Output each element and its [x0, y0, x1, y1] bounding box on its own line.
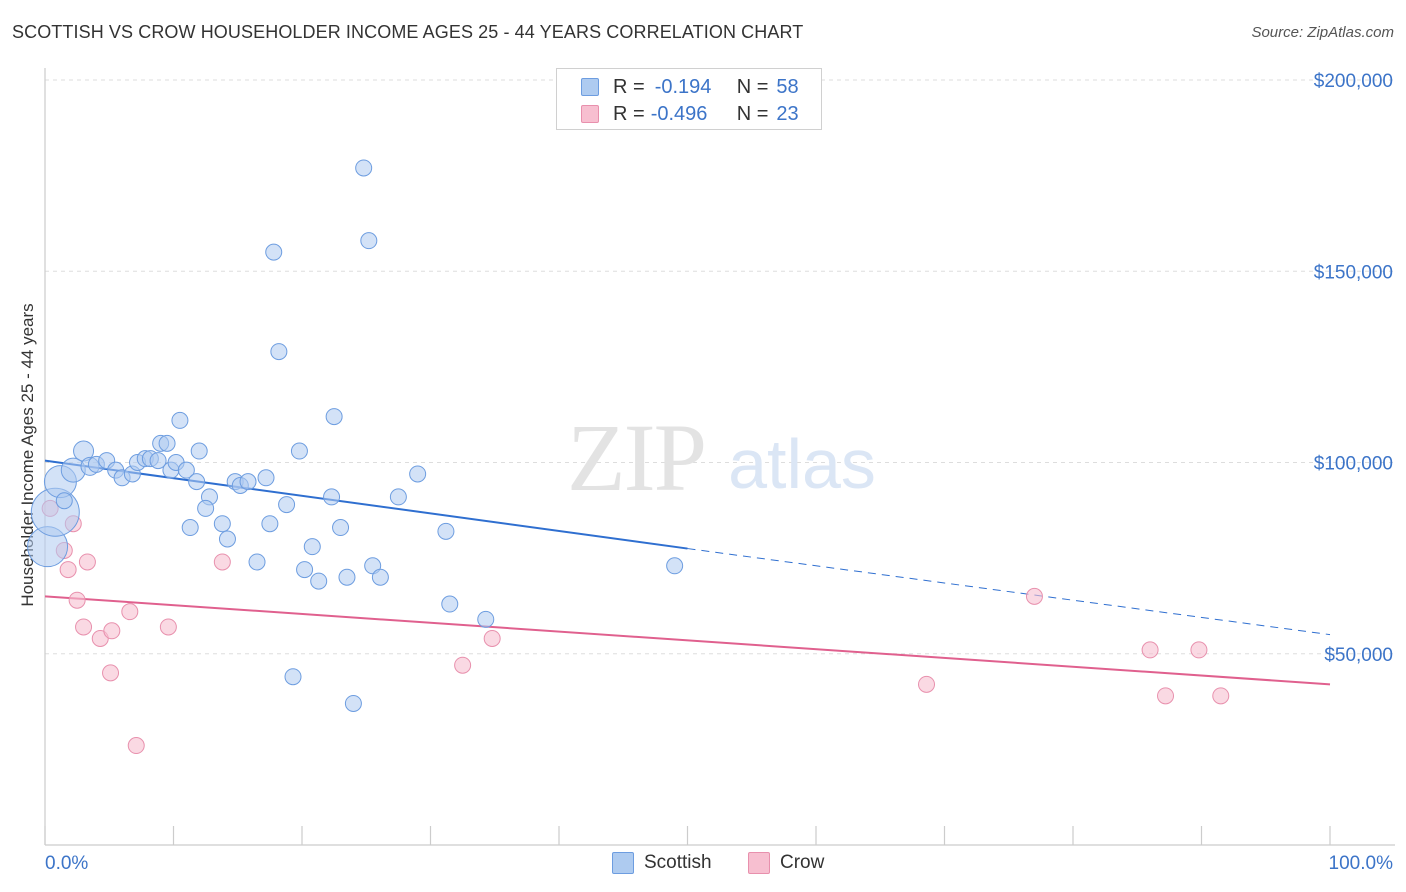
- crow-point: [1212, 687, 1230, 705]
- crow-point: [59, 561, 77, 579]
- y-tick-label: $150,000: [1314, 262, 1393, 283]
- legend-row-scottish: R = -0.194 N = 58: [581, 75, 799, 99]
- scottish-trend-line: [44, 459, 688, 550]
- scottish-point: [409, 465, 427, 483]
- zipatlas-watermark: ZIP atlas: [567, 404, 876, 511]
- scottish-point: [332, 519, 350, 537]
- y-tick-label: $100,000: [1314, 454, 1393, 475]
- n-label-scottish: N =: [736, 75, 769, 98]
- scottish-point: [344, 694, 362, 712]
- crow-point: [68, 591, 86, 609]
- trend-lines: [44, 459, 1331, 686]
- y-tick-label: $200,000: [1314, 71, 1393, 92]
- crow-point: [1025, 587, 1043, 605]
- crow-point: [103, 622, 121, 640]
- legend-swatch-scottish: [612, 852, 634, 874]
- crow-point: [918, 675, 936, 693]
- axes: [44, 68, 1395, 846]
- legend-item-crow[interactable]: Crow: [748, 852, 824, 874]
- crow-point: [75, 618, 93, 636]
- x-tick-label: 0.0%: [45, 853, 88, 874]
- scottish-point: [296, 561, 314, 579]
- correlation-legend: R = -0.194 N = 58 R = -0.496 N = 23: [556, 68, 822, 130]
- r-value-scottish: -0.194: [654, 75, 712, 98]
- legend-label-crow: Crow: [780, 852, 825, 873]
- crow-point: [454, 656, 472, 674]
- scottish-point: [437, 522, 455, 540]
- scottish-point: [310, 572, 328, 590]
- crow-point: [159, 618, 177, 636]
- scottish-point: [323, 488, 341, 506]
- scottish-point: [278, 496, 296, 514]
- legend-swatch-crow: [748, 852, 770, 874]
- crow-point: [483, 629, 501, 647]
- scottish-point: [477, 610, 495, 628]
- scottish-point: [55, 492, 73, 510]
- scottish-point: [261, 515, 279, 533]
- scottish-point: [149, 452, 167, 470]
- y-tick-label: $50,000: [1324, 645, 1393, 666]
- scottish-point: [218, 530, 236, 548]
- scottish-point: [338, 568, 356, 586]
- gridlines: [45, 79, 1395, 655]
- crow-point: [213, 553, 231, 571]
- scottish-point: [270, 343, 288, 361]
- scottish-point: [248, 553, 266, 571]
- n-label-crow: N =: [736, 102, 769, 125]
- crow-point: [78, 553, 96, 571]
- scottish-trend-extension: [687, 548, 1331, 636]
- crow-point: [127, 737, 145, 755]
- scottish-point: [177, 461, 195, 479]
- scottish-point: [389, 488, 407, 506]
- scottish-points: [27, 159, 684, 712]
- crow-point: [1157, 687, 1175, 705]
- scottish-point: [666, 557, 684, 575]
- n-value-crow: 23: [776, 102, 799, 125]
- r-label-crow: R =: [613, 102, 645, 125]
- series-legend: Scottish Crow: [0, 852, 1406, 878]
- scottish-point: [171, 411, 189, 429]
- r-label-scottish: R =: [613, 75, 645, 98]
- r-value-crow: -0.496: [650, 102, 708, 125]
- x-tick-label: 100.0%: [1329, 853, 1394, 874]
- scottish-point: [355, 159, 373, 177]
- scottish-point: [325, 408, 343, 426]
- scottish-swatch: [581, 78, 599, 96]
- scottish-point: [158, 434, 176, 452]
- legend-label-scottish: Scottish: [644, 852, 712, 873]
- scottish-point: [197, 499, 215, 517]
- n-value-scottish: 58: [776, 75, 799, 98]
- chart-source: Source: ZipAtlas.com: [1251, 24, 1394, 41]
- crow-point: [1190, 641, 1208, 659]
- crow-swatch: [581, 105, 599, 123]
- watermark-atlas: atlas: [728, 425, 876, 503]
- scottish-point: [371, 568, 389, 586]
- chart-title: SCOTTISH VS CROW HOUSEHOLDER INCOME AGES…: [12, 22, 804, 42]
- crow-trend-line: [44, 595, 1331, 686]
- scottish-point: [213, 515, 231, 533]
- scottish-point: [257, 469, 275, 487]
- legend-item-scottish[interactable]: Scottish: [612, 852, 712, 874]
- legend-row-crow: R = -0.496 N = 23: [581, 102, 799, 126]
- crow-point: [1141, 641, 1159, 659]
- scottish-point: [284, 668, 302, 686]
- scottish-point: [303, 538, 321, 556]
- scottish-point: [360, 232, 378, 250]
- scottish-point: [190, 442, 208, 460]
- scottish-point: [239, 473, 257, 491]
- scottish-point: [441, 595, 459, 613]
- watermark-zip: ZIP: [567, 404, 705, 511]
- crow-point: [121, 603, 139, 621]
- scottish-point: [181, 519, 199, 537]
- tick-labels: $200,000 $150,000 $100,000 $50,000 0.0% 100.0…: [45, 71, 1393, 874]
- scottish-point: [290, 442, 308, 460]
- scottish-point: [265, 243, 283, 261]
- crow-point: [102, 664, 120, 682]
- scottish-point: [188, 473, 206, 491]
